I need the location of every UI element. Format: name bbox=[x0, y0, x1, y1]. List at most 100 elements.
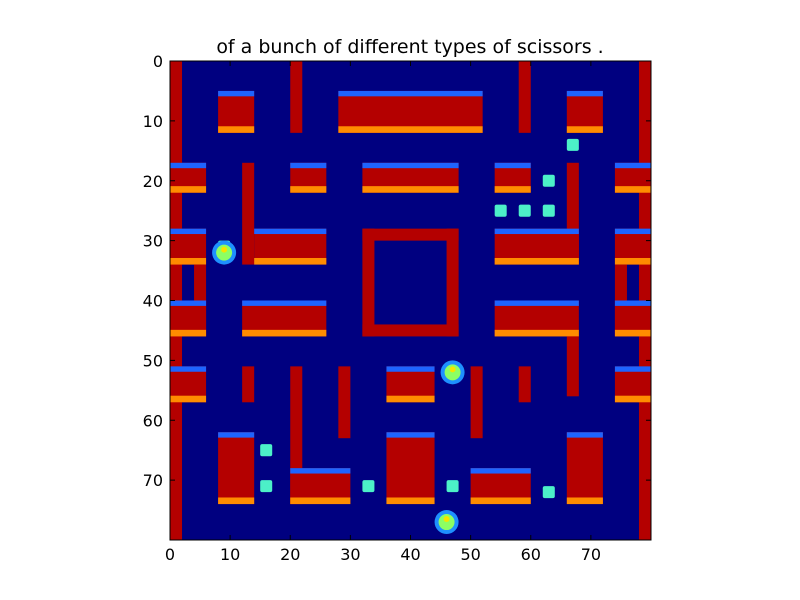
wall-body bbox=[446, 228, 459, 337]
wall-body bbox=[242, 162, 255, 265]
wall-18 bbox=[362, 228, 459, 241]
wall-body bbox=[518, 61, 531, 133]
pellet-10 bbox=[566, 138, 579, 151]
x-axis: 0 10 20 30 40 50 60 70 bbox=[165, 61, 601, 564]
figure-title: of a bunch of different types of scissor… bbox=[216, 36, 603, 58]
wall-top-edge bbox=[254, 228, 327, 235]
wall-top-edge bbox=[170, 162, 207, 169]
wall-body bbox=[518, 366, 531, 403]
wall-30 bbox=[614, 366, 651, 403]
wall-27 bbox=[614, 300, 651, 337]
agent-center bbox=[221, 246, 228, 253]
pellet-7 bbox=[518, 204, 531, 217]
wall-5 bbox=[518, 61, 531, 133]
wall-top-edge bbox=[362, 162, 459, 169]
wall-39 bbox=[386, 432, 435, 505]
wall-bottom-edge bbox=[218, 497, 255, 505]
wall-top-edge bbox=[494, 162, 531, 169]
wall-19 bbox=[362, 228, 375, 337]
pellet-9 bbox=[542, 174, 555, 187]
wall-body bbox=[386, 432, 435, 505]
wall-body bbox=[362, 324, 459, 337]
wall-21 bbox=[362, 324, 459, 337]
wall-34 bbox=[386, 366, 435, 403]
y-tick-label: 60 bbox=[143, 411, 163, 430]
pellet-3 bbox=[362, 480, 375, 493]
wall-body bbox=[362, 228, 459, 241]
wall-bottom-edge bbox=[170, 395, 207, 403]
wall-8 bbox=[242, 162, 255, 265]
y-axis: 0 10 20 30 40 50 60 70 bbox=[143, 52, 651, 490]
x-tick-label: 10 bbox=[220, 545, 240, 564]
wall-top-edge bbox=[290, 162, 327, 169]
wall-14 bbox=[170, 228, 207, 265]
agent-2 bbox=[434, 510, 459, 535]
wall-bottom-edge bbox=[290, 497, 351, 505]
wall-38 bbox=[290, 468, 351, 505]
wall-bottom-edge bbox=[566, 126, 603, 133]
y-tick-label: 50 bbox=[143, 351, 163, 370]
wall-top-edge bbox=[170, 300, 207, 306]
wall-9 bbox=[290, 162, 327, 193]
pellet-2 bbox=[260, 480, 273, 493]
wall-body bbox=[242, 366, 255, 403]
wall-body bbox=[290, 61, 303, 133]
wall-bottom-edge bbox=[470, 497, 531, 505]
wall-body bbox=[218, 432, 255, 505]
wall-11 bbox=[494, 162, 531, 193]
wall-top-edge bbox=[386, 366, 435, 372]
pellet-8 bbox=[542, 204, 555, 217]
wall-top-edge bbox=[566, 90, 603, 97]
wall-top-edge bbox=[614, 300, 651, 306]
wall-bottom-edge bbox=[386, 497, 435, 505]
game-frame bbox=[169, 60, 652, 541]
wall-33 bbox=[338, 366, 351, 439]
wall-top-edge bbox=[338, 90, 483, 97]
wall-top-edge bbox=[386, 432, 435, 438]
y-tick-label: 0 bbox=[153, 52, 163, 71]
wall-29 bbox=[170, 366, 207, 403]
wall-28 bbox=[566, 336, 579, 397]
wall-35 bbox=[470, 366, 483, 439]
wall-top-edge bbox=[218, 90, 255, 97]
wall-3 bbox=[290, 61, 303, 133]
wall-top-edge bbox=[614, 162, 651, 169]
x-tick-label: 20 bbox=[280, 545, 300, 564]
wall-top-edge bbox=[170, 228, 207, 235]
wall-25 bbox=[242, 300, 327, 337]
wall-20 bbox=[446, 228, 459, 337]
wall-bottom-edge bbox=[218, 126, 255, 133]
wall-body bbox=[470, 366, 483, 439]
wall-top-edge bbox=[470, 468, 531, 474]
wall-top-edge bbox=[494, 228, 579, 235]
y-tick-label: 10 bbox=[143, 112, 163, 131]
wall-bottom-edge bbox=[614, 329, 651, 337]
wall-body bbox=[566, 336, 579, 397]
wall-2 bbox=[218, 90, 255, 133]
wall-24 bbox=[170, 300, 207, 337]
x-tick-label: 70 bbox=[581, 545, 601, 564]
wall-bottom-edge bbox=[254, 257, 327, 265]
wall-bottom-edge bbox=[494, 257, 579, 265]
wall-body bbox=[566, 90, 603, 133]
wall-16 bbox=[494, 228, 579, 265]
pellet-1 bbox=[260, 444, 273, 457]
wall-top-edge bbox=[614, 228, 651, 235]
x-tick-label: 50 bbox=[460, 545, 480, 564]
wall-body bbox=[218, 90, 255, 133]
wall-26 bbox=[494, 300, 579, 337]
pellet-4 bbox=[446, 480, 459, 493]
wall-top-edge bbox=[242, 300, 327, 306]
wall-bottom-edge bbox=[170, 186, 207, 193]
wall-body bbox=[338, 366, 351, 439]
wall-top-edge bbox=[614, 366, 651, 372]
y-tick-label: 70 bbox=[143, 471, 163, 490]
wall-bottom-edge bbox=[494, 186, 531, 193]
x-tick-label: 0 bbox=[165, 545, 175, 564]
wall-bottom-edge bbox=[242, 329, 327, 337]
wall-bottom-edge bbox=[170, 329, 207, 337]
wall-10 bbox=[362, 162, 459, 193]
wall-body bbox=[566, 432, 603, 505]
wall-36 bbox=[518, 366, 531, 403]
wall-13 bbox=[614, 162, 651, 193]
